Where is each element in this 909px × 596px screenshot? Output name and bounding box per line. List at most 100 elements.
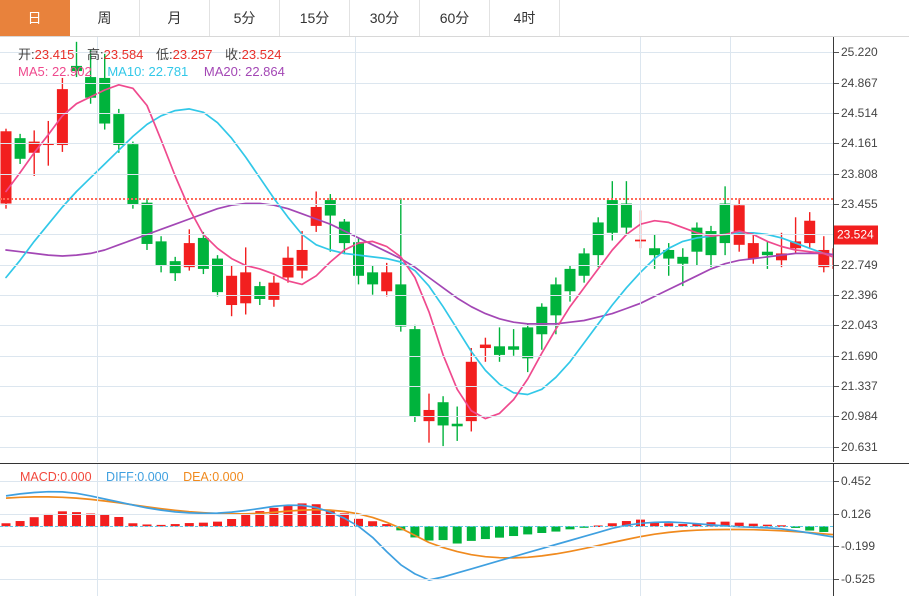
candle-body: [423, 409, 435, 422]
ma5-label: MA5: 22.902: [18, 64, 92, 79]
macd-histogram-bar: [170, 524, 180, 527]
macd-histogram-bar: [255, 511, 265, 527]
macd-histogram-bar: [720, 521, 730, 527]
price-axis-tick: [834, 265, 839, 266]
price-gridline: [0, 416, 833, 417]
macd-histogram-bar: [495, 526, 504, 538]
macd-axis-label: -0.525: [841, 572, 876, 587]
macd-histogram-bar: [593, 525, 603, 527]
candlestick-svg: [0, 41, 833, 447]
candle-body: [367, 272, 379, 285]
period-tab-label: 周: [97, 10, 112, 26]
candle-body: [395, 284, 407, 327]
candle-body: [14, 138, 26, 159]
macd-histogram-bar: [480, 526, 490, 540]
candle-body: [790, 241, 802, 249]
candle-body: [592, 222, 604, 256]
candle-body: [536, 306, 548, 335]
macd-histogram-bar: [565, 526, 575, 530]
price-axis-label: 23.455: [841, 196, 878, 211]
period-tab-label: 30分: [369, 10, 400, 26]
macd-gridline: [0, 579, 833, 580]
price-axis-label: 23.808: [841, 166, 878, 181]
price-axis-label: 25.220: [841, 45, 878, 60]
ma10-label: MA10: 22.781: [107, 64, 189, 79]
close-group: 收:23.524: [225, 47, 281, 62]
period-tab-2[interactable]: 月: [140, 0, 210, 36]
candle-body: [550, 284, 562, 316]
candle-body: [0, 131, 12, 204]
period-tab-4[interactable]: 15分: [280, 0, 350, 36]
macd-histogram-bar: [86, 513, 96, 527]
macd-histogram-bar: [650, 522, 660, 527]
price-axis-tick: [834, 143, 839, 144]
candle-body: [663, 249, 675, 259]
candle-body: [268, 282, 280, 300]
price-axis-tick: [834, 295, 839, 296]
macd-histogram-bar: [339, 513, 349, 527]
price-axis-tick: [834, 113, 839, 114]
macd-histogram-bar: [438, 526, 448, 541]
candle-body: [28, 141, 40, 153]
candle-body: [71, 65, 82, 72]
price-gridline: [0, 386, 833, 387]
macd-histogram-bar: [509, 526, 519, 537]
candle-body: [479, 344, 491, 349]
macd-y-axis: 0.452 0.126 -0.199 -0.525: [833, 464, 909, 596]
period-tab-1[interactable]: 周: [70, 0, 140, 36]
price-gridline: [0, 295, 833, 296]
macd-histogram-bar: [819, 526, 829, 532]
diff-line: [5, 490, 833, 581]
macd-plot-area[interactable]: [0, 464, 833, 596]
price-axis-label: 24.514: [841, 105, 878, 120]
price-axis-tick: [834, 174, 839, 175]
candle-body: [85, 77, 97, 98]
macd-histogram-bar: [621, 521, 631, 527]
price-gridline: [0, 204, 833, 205]
candle-body: [296, 249, 308, 271]
candle-body: [99, 77, 111, 124]
period-tab-7[interactable]: 4时: [490, 0, 560, 36]
macd-histogram-bar: [269, 507, 279, 527]
candle-body: [465, 361, 477, 422]
open-value: 23.415: [34, 47, 75, 62]
candle-body: [282, 257, 294, 278]
macd-gridline: [0, 546, 833, 547]
period-tab-0[interactable]: 日: [0, 0, 70, 36]
price-axis-label: 22.396: [841, 288, 878, 303]
macd-vertical-gridline: [640, 464, 641, 596]
price-axis-label: 20.631: [841, 439, 878, 454]
candle-body: [776, 253, 787, 261]
macd-histogram-bar: [114, 516, 124, 527]
macd-histogram-bar: [452, 526, 462, 544]
macd-histogram-bar: [734, 522, 744, 527]
macd-histogram-bar: [184, 523, 194, 527]
macd-histogram-bar: [466, 526, 476, 541]
period-tab-3[interactable]: 5分: [210, 0, 280, 36]
period-tab-6[interactable]: 60分: [420, 0, 490, 36]
candle-body: [522, 327, 534, 359]
macd-histogram-bar: [128, 523, 138, 527]
macd-axis-tick: [834, 546, 839, 547]
ohlc-row: 开:23.415 高:23.584 低:23.257 收:23.524: [18, 46, 297, 63]
macd-histogram-bar: [805, 526, 815, 531]
candle-body: [761, 251, 773, 256]
candle-body: [508, 346, 520, 350]
price-axis-tick: [834, 325, 839, 326]
low-group: 低:23.257: [156, 47, 212, 62]
close-label: 收:: [225, 47, 242, 62]
candle-body: [437, 402, 449, 426]
price-plot-area[interactable]: [0, 37, 833, 462]
period-tab-label: 5分: [233, 10, 256, 26]
open-label: 开:: [18, 47, 35, 62]
macd-histogram-bar: [325, 510, 335, 527]
macd-histogram-bar: [368, 521, 378, 527]
high-group: 高:23.584: [87, 47, 143, 62]
dea-line: [5, 496, 833, 559]
period-tab-5[interactable]: 30分: [350, 0, 420, 36]
macd-histogram-bar: [1, 523, 11, 527]
macd-vertical-gridline: [97, 464, 98, 596]
candle-body: [409, 329, 421, 417]
macd-gridline: [0, 481, 833, 482]
candle-body: [733, 205, 745, 245]
